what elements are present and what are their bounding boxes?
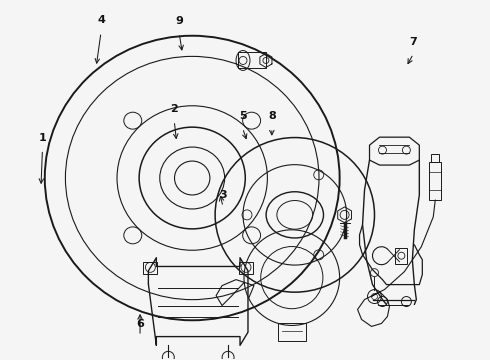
Bar	[431, 154, 439, 162]
Text: 9: 9	[175, 16, 183, 26]
Text: 3: 3	[219, 190, 227, 200]
Text: 8: 8	[268, 111, 276, 121]
Bar	[395, 248, 407, 264]
Text: 4: 4	[97, 15, 105, 25]
Text: 5: 5	[239, 111, 246, 121]
Text: 2: 2	[171, 104, 178, 114]
Bar	[429, 162, 441, 200]
Text: 1: 1	[39, 132, 47, 143]
Bar	[144, 262, 157, 274]
Text: 7: 7	[410, 37, 417, 47]
Bar	[278, 323, 306, 341]
Bar	[239, 262, 253, 274]
Text: 6: 6	[136, 319, 144, 329]
Bar	[238, 53, 266, 68]
